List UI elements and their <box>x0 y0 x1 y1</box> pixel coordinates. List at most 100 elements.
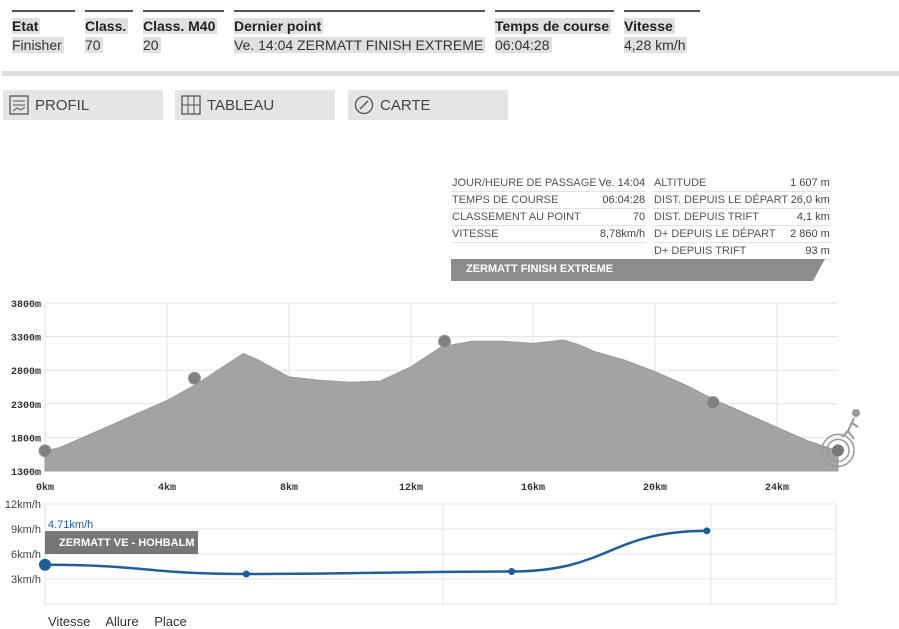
point-info-right-table: ALTITUDE 1 607 m DIST. DEPUIS LE DÉPART 26… <box>653 175 831 260</box>
speed-legend: Vitesse Allure Place <box>48 614 199 629</box>
table-grid-icon <box>181 95 201 115</box>
summary-header: Etat <box>12 18 41 34</box>
tab-profil[interactable]: PROFIL <box>3 90 163 120</box>
speed-point <box>39 558 51 571</box>
checkpoint-marker <box>187 371 201 385</box>
profile-icon <box>9 95 29 115</box>
info-label: DIST. DEPUIS TRIFT <box>653 208 790 226</box>
y-tick-label: 9km/h <box>11 524 41 536</box>
info-row: TEMPS DE COURSE 06:04:28 <box>451 191 647 209</box>
info-row: CLASSEMENT AU POINT 70 <box>451 208 647 226</box>
y-tick-label: 3km/h <box>11 574 41 586</box>
point-name-banner: ZERMATT FINISH EXTREME <box>451 259 825 281</box>
summary-header: Class. M40 <box>143 18 218 34</box>
x-tick-label: 16km <box>521 482 545 494</box>
summary-value: 06:04:28 <box>495 37 552 53</box>
info-value: 4,1 km <box>789 208 831 226</box>
compass-icon <box>354 95 374 115</box>
info-value: 70 <box>597 208 647 226</box>
checkpoint-marker <box>832 444 844 457</box>
x-tick-label: 24km <box>765 482 789 494</box>
info-label: ALTITUDE <box>653 175 790 192</box>
info-label: CLASSEMENT AU POINT <box>451 208 598 226</box>
speed-chart: 3km/h 6km/h 9km/h 12km/h 4.71km/h <box>5 500 837 605</box>
runner-icon <box>841 409 860 440</box>
summary-header: Temps de course <box>495 18 612 34</box>
x-tick-label: 20km <box>643 482 667 494</box>
speed-point <box>703 527 711 535</box>
y-tick-label: 6km/h <box>11 549 41 561</box>
y-tick-label: 1800m <box>11 434 41 445</box>
info-value: 1 607 m <box>789 175 831 192</box>
tab-carte[interactable]: CARTE <box>348 90 508 120</box>
y-tick-label: 3800m <box>11 300 41 311</box>
legend-vitesse[interactable]: Vitesse <box>48 614 91 629</box>
runner-icon-head <box>852 409 860 417</box>
info-value: 26,0 km <box>789 191 831 209</box>
summary-col-temps: Temps de course 06:04:28 <box>495 10 614 56</box>
y-tick-label: 3300m <box>11 334 41 345</box>
info-row: D+ DEPUIS TRIFT 93 m <box>653 242 831 260</box>
summary-header: Dernier point <box>234 18 324 34</box>
info-row: JOUR/HEURE DE PASSAGE Ve. 14:04 <box>451 175 647 192</box>
summary-col-vitesse: Vitesse 4,28 km/h <box>624 10 700 56</box>
y-tick-label: 1300m <box>11 468 41 479</box>
summary-value: 20 <box>143 37 161 53</box>
finish-marker-ring <box>821 433 855 468</box>
finish-marker-ring <box>826 438 850 463</box>
summary-header: Vitesse <box>624 18 675 34</box>
info-label: D+ DEPUIS LE DÉPART <box>653 225 790 243</box>
tab-label: CARTE <box>380 96 431 114</box>
info-value: 8,78km/h <box>597 225 647 243</box>
summary-strip: Etat Finisher Class. 70 Class. M40 20 De… <box>0 10 899 54</box>
speed-point <box>508 568 516 575</box>
info-row: D+ DEPUIS LE DÉPART 2 860 m <box>653 225 831 243</box>
summary-value: 4,28 km/h <box>624 37 688 53</box>
legend-allure[interactable]: Allure <box>105 614 139 629</box>
tab-tableau[interactable]: TABLEAU <box>175 90 335 120</box>
y-tick-label: 2300m <box>11 401 41 412</box>
info-label: JOUR/HEURE DE PASSAGE <box>451 175 598 192</box>
info-row: DIST. DEPUIS TRIFT 4,1 km <box>653 208 831 226</box>
elevation-chart: 1300m 1800m 2300m 2800m 3300m 3800m 0km 4km 8km 1… <box>11 300 860 494</box>
legend-place[interactable]: Place <box>154 614 187 629</box>
point-info-left-table: JOUR/HEURE DE PASSAGE Ve. 14:04 TEMPS DE … <box>451 175 647 243</box>
checkpoint-marker <box>438 334 452 348</box>
info-label: VITESSE <box>451 225 598 243</box>
info-value: 2 860 m <box>789 225 831 243</box>
checkpoint-marker <box>38 444 52 458</box>
summary-value: Finisher <box>12 37 64 53</box>
summary-col-etat: Etat Finisher <box>12 10 75 56</box>
summary-col-class: Class. 70 <box>85 10 133 56</box>
runner-icon-leg <box>847 430 855 440</box>
banner-label: ZERMATT FINISH EXTREME <box>466 263 614 275</box>
info-label: DIST. DEPUIS LE DÉPART <box>653 191 790 209</box>
info-row: DIST. DEPUIS LE DÉPART 26,0 km <box>653 191 831 209</box>
summary-value: 70 <box>85 37 103 53</box>
y-tick-label: 2800m <box>11 367 41 378</box>
x-tick-label: 0km <box>36 482 54 494</box>
info-row: VITESSE 8,78km/h <box>451 225 647 243</box>
info-label: D+ DEPUIS TRIFT <box>653 242 790 260</box>
summary-header: Class. <box>85 18 129 34</box>
banner-shape <box>451 259 825 281</box>
speed-line <box>44 529 707 576</box>
x-tick-label: 4km <box>158 482 176 494</box>
info-label: TEMPS DE COURSE <box>451 191 598 209</box>
y-tick-label: 12km/h <box>5 500 41 511</box>
tab-label: PROFIL <box>35 96 90 114</box>
info-value: 93 m <box>789 242 831 260</box>
tab-label: TABLEAU <box>207 96 275 114</box>
checkpoint-marker <box>706 395 720 409</box>
info-value: 06:04:28 <box>597 191 647 209</box>
speed-point <box>242 570 250 578</box>
runner-icon-arm <box>851 422 859 428</box>
summary-col-dernier-point: Dernier point Ve. 14:04 ZERMATT FINISH E… <box>234 10 486 56</box>
first-point-label: 4.71km/h <box>48 519 93 531</box>
info-row: ALTITUDE 1 607 m <box>653 175 831 192</box>
elevation-area <box>44 339 839 472</box>
summary-value: Ve. 14:04 ZERMATT FINISH EXTREME <box>234 37 486 53</box>
x-tick-label: 12km <box>399 482 423 494</box>
divider <box>2 71 899 76</box>
summary-col-class-m40: Class. M40 20 <box>143 10 224 56</box>
